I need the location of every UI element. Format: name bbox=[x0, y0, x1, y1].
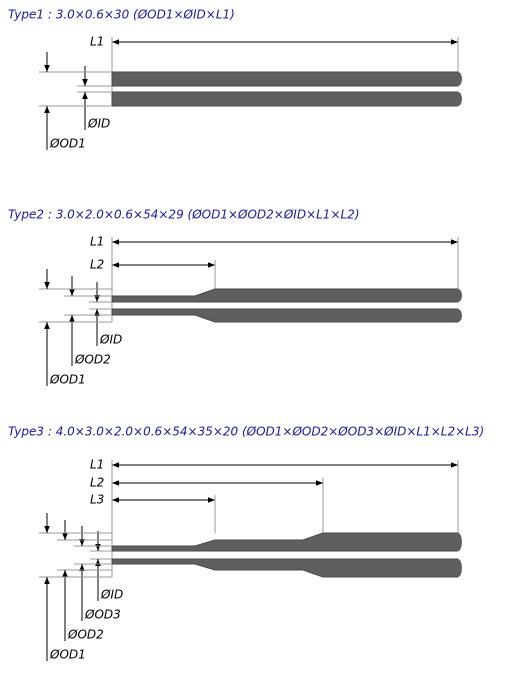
diameter-label: ØOD3 bbox=[84, 608, 121, 622]
tube-wall bbox=[111, 288, 459, 303]
tube-end bbox=[454, 559, 462, 577]
tube-wall bbox=[111, 558, 459, 578]
diameter-label: ØID bbox=[87, 117, 110, 131]
length-label: L1 bbox=[90, 35, 104, 49]
diameter-label: ØID bbox=[99, 333, 122, 347]
length-label: L3 bbox=[90, 493, 104, 507]
tube-wall bbox=[111, 532, 459, 552]
tube-wall bbox=[111, 71, 459, 87]
diameter-label: ØOD2 bbox=[67, 628, 104, 642]
tube-end bbox=[454, 309, 462, 322]
diagram-title: Type1 : 3.0×0.6×30 (ØOD1×ØID×L1) bbox=[8, 8, 235, 22]
tube-end bbox=[454, 72, 462, 86]
diameter-label: ØOD1 bbox=[49, 648, 86, 662]
diagram-title: Type2 : 3.0×2.0×0.6×54×29 (ØOD1×ØOD2×ØID… bbox=[8, 208, 360, 222]
diagram-title: Type3 : 4.0×3.0×2.0×0.6×54×35×20 (ØOD1×Ø… bbox=[8, 425, 484, 439]
tube-end bbox=[454, 289, 462, 302]
diameter-label: ØID bbox=[100, 588, 123, 602]
tube-end bbox=[454, 533, 462, 551]
tube-wall bbox=[111, 91, 459, 107]
diameter-label: ØOD2 bbox=[74, 353, 111, 367]
tube-wall bbox=[111, 308, 459, 323]
diameter-label: ØOD1 bbox=[49, 373, 86, 387]
length-label: L2 bbox=[90, 258, 104, 272]
length-label: L2 bbox=[90, 476, 104, 490]
tube-end bbox=[454, 92, 462, 106]
length-label: L1 bbox=[90, 458, 104, 472]
length-label: L1 bbox=[90, 235, 104, 249]
diameter-label: ØOD1 bbox=[49, 137, 86, 151]
